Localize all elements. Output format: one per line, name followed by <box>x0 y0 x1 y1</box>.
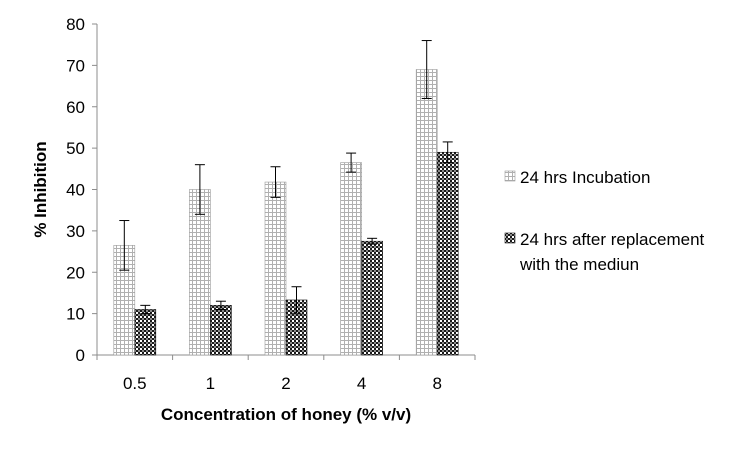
legend: 24 hrs Incubation 24 hrs after replacemen… <box>504 168 705 274</box>
x-tick-label: 0.5 <box>123 374 147 393</box>
bar-replacement-0.5 <box>134 309 157 356</box>
bars <box>113 69 459 356</box>
y-tick-label: 70 <box>66 56 85 75</box>
bar-replacement-4 <box>361 240 383 356</box>
y-tick-label: 30 <box>66 222 85 241</box>
y-tick-label: 20 <box>66 263 85 282</box>
y-tick-label: 80 <box>66 15 85 34</box>
bar-incubation-8 <box>415 69 438 356</box>
error-bars <box>119 40 453 315</box>
legend-label: 24 hrs after replacement <box>520 230 705 249</box>
legend-label: with the mediun <box>519 255 639 274</box>
x-tick-label: 4 <box>357 374 366 393</box>
x-tick-label: 2 <box>281 374 290 393</box>
legend-swatch-replacement <box>504 232 516 244</box>
axes: 0 10 20 30 40 50 60 70 80 0.5 1 2 4 8 Concentration of… <box>31 15 476 424</box>
y-tick-label: 50 <box>66 139 85 158</box>
bar-replacement-8 <box>436 151 459 356</box>
legend-swatch-incubation <box>504 170 516 182</box>
x-axis-title: Concentration of honey (% v/v) <box>161 405 411 424</box>
y-axis-title: % Inhibition <box>31 141 50 237</box>
x-tick-label: 1 <box>206 374 215 393</box>
bar-incubation-4 <box>340 162 362 356</box>
bar-replacement-1 <box>210 305 232 356</box>
x-tick-label: 8 <box>432 374 441 393</box>
legend-label: 24 hrs Incubation <box>520 168 650 187</box>
y-tick-label: 0 <box>76 346 85 365</box>
y-tick-label: 60 <box>66 98 85 117</box>
y-tick-label: 10 <box>66 305 85 324</box>
y-tick-label: 40 <box>66 181 85 200</box>
bar-incubation-2 <box>264 181 287 356</box>
